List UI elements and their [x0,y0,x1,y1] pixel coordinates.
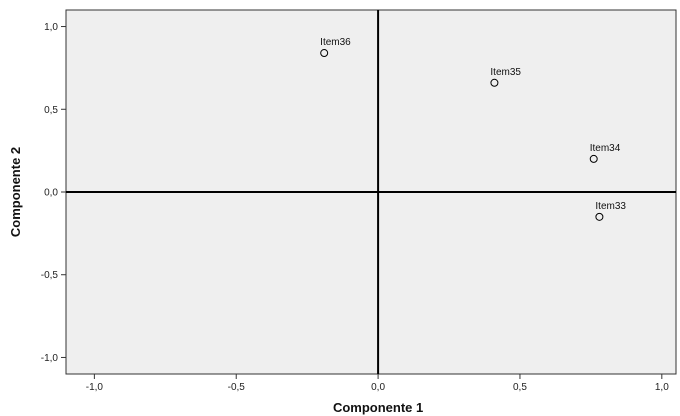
y-tick-label: -0,5 [41,270,59,281]
point-marker [595,212,604,221]
y-tick-label: -1,0 [41,353,59,364]
point-label: Item36 [320,37,351,48]
x-tick-label: 0,0 [371,382,385,393]
reference-lines [66,10,676,374]
x-axis-title: Componente 1 [333,400,423,415]
y-tick-label: 0,5 [44,105,58,116]
x-tick-label: -1,0 [86,382,104,393]
point-label: Item34 [590,143,621,154]
x-tick-label: 0,5 [513,382,527,393]
point-marker [320,49,329,58]
point-marker [589,154,598,163]
data-points: Item36 Item35 Item34 Item33 [320,37,626,221]
point-label: Item35 [490,67,521,78]
y-tick-label: 0,0 [44,188,58,199]
point-label: Item33 [595,201,626,212]
x-tick-label: 1,0 [655,382,669,393]
x-tick-label: -0,5 [228,382,246,393]
axes: -1,0 -0,5 0,0 0,5 1,0 1,0 0,5 0,0 -0,5 -1,0 [41,22,669,393]
y-axis-title: Componente 2 [8,147,23,237]
y-tick-label: 1,0 [44,22,58,33]
point-marker [490,78,499,87]
